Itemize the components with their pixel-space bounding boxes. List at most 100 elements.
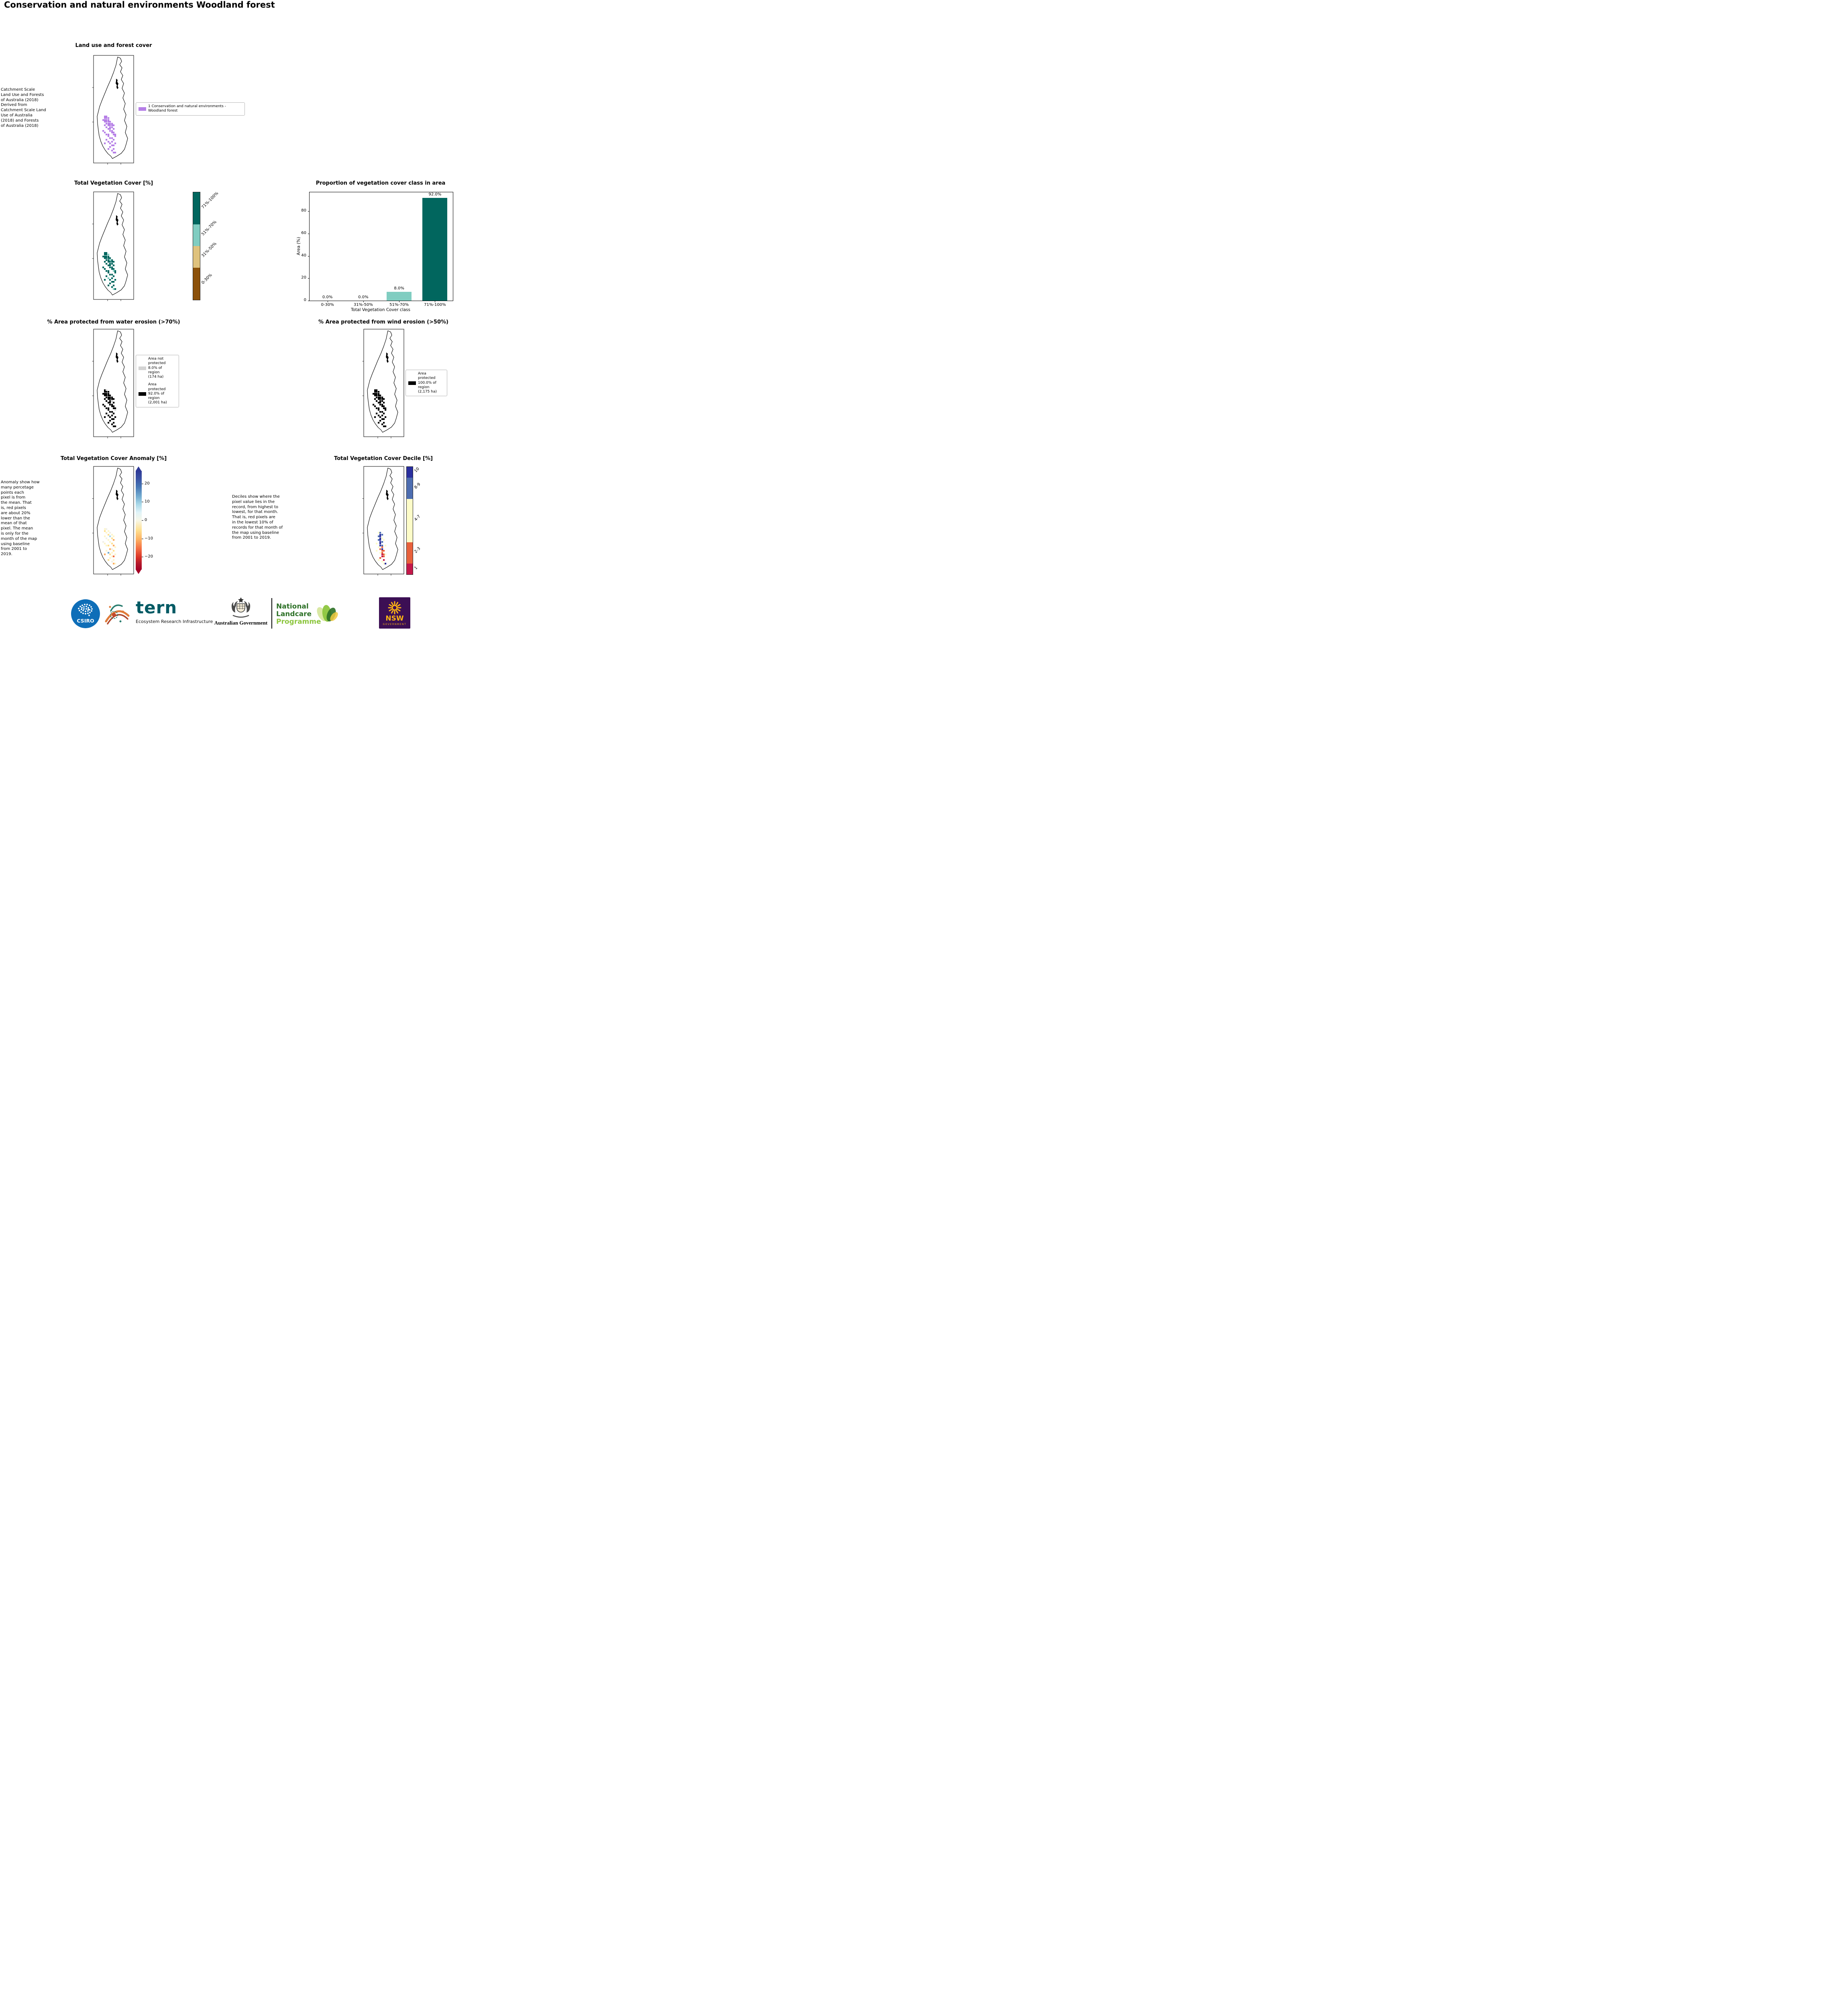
map-pixel bbox=[113, 152, 115, 154]
map-pixel bbox=[109, 265, 111, 267]
map-pixel bbox=[109, 411, 111, 413]
map-pixel bbox=[102, 256, 104, 258]
map-pixel bbox=[376, 397, 378, 399]
colorbar-label: 1 bbox=[414, 565, 419, 570]
map-pixel bbox=[104, 268, 106, 270]
map-pixel bbox=[114, 279, 116, 281]
map-pixel bbox=[104, 391, 106, 393]
map-pixel bbox=[381, 550, 383, 552]
map-pixel bbox=[381, 552, 383, 554]
map-pixel bbox=[106, 545, 108, 547]
map-pixel bbox=[108, 119, 110, 121]
map-pixel bbox=[106, 389, 108, 391]
panel-title-water-erosion: % Area protected from water erosion (>70… bbox=[47, 319, 180, 325]
map-pixel bbox=[374, 416, 376, 418]
landuse-map bbox=[92, 55, 136, 165]
x-tick-label: 31%-50% bbox=[353, 303, 373, 307]
map-frame bbox=[363, 329, 404, 437]
map-pixel bbox=[379, 402, 381, 404]
map-pixel bbox=[113, 275, 115, 277]
map-pixel bbox=[109, 137, 111, 139]
map-pixel bbox=[114, 270, 116, 272]
map-pixel bbox=[114, 142, 116, 145]
map-pixel bbox=[381, 537, 383, 539]
anomaly-colorbar: 20 10 0 −10 −20 bbox=[136, 466, 153, 574]
australian-government-crest bbox=[227, 596, 255, 621]
river-feature bbox=[116, 215, 118, 226]
map-pixel bbox=[109, 398, 111, 400]
map-pixel bbox=[104, 117, 106, 119]
landcare-leaf-logo bbox=[313, 600, 339, 628]
colorbar-arrow-up bbox=[136, 466, 141, 471]
map-pixel bbox=[381, 400, 383, 402]
panel-title-anomaly: Total Vegetation Cover Anomaly [%] bbox=[60, 456, 167, 462]
map-pixel bbox=[376, 543, 378, 545]
map-pixel bbox=[379, 411, 381, 413]
colorbar-segment bbox=[407, 477, 413, 499]
map-pixel-layer bbox=[102, 528, 116, 565]
map-pixel bbox=[111, 286, 113, 288]
map-pixel bbox=[383, 556, 385, 558]
map-pixel bbox=[381, 554, 383, 556]
map-pixel bbox=[108, 123, 110, 125]
map-pixel bbox=[113, 407, 115, 409]
map-pixel bbox=[114, 425, 116, 427]
map-pixel bbox=[106, 117, 108, 119]
map-pixel bbox=[106, 532, 108, 534]
legend-swatch bbox=[408, 381, 416, 385]
map-pixel bbox=[383, 413, 385, 415]
waratah-icon bbox=[388, 601, 401, 615]
map-pixel bbox=[376, 550, 378, 552]
map-pixel bbox=[111, 145, 113, 147]
map-pixel bbox=[378, 402, 380, 404]
map-pixel bbox=[109, 416, 111, 418]
map-pixel bbox=[381, 534, 383, 536]
page-title: Conservation and natural environments Wo… bbox=[4, 0, 275, 10]
map-pixel bbox=[108, 270, 110, 272]
map-pixel bbox=[379, 397, 381, 399]
map-pixel bbox=[102, 119, 104, 121]
tern-wordmark: tern bbox=[136, 598, 177, 617]
map-pixel bbox=[111, 415, 113, 417]
map-pixel bbox=[104, 256, 106, 258]
map-pixel bbox=[102, 541, 104, 543]
map-pixel bbox=[113, 539, 115, 541]
map-pixel bbox=[106, 263, 108, 265]
landcare-wordmark: National Landcare Programme bbox=[276, 603, 321, 626]
decile-explainer-note: Deciles show where the pixel value lies … bbox=[232, 495, 283, 540]
map-pixel bbox=[111, 537, 113, 539]
map-pixel bbox=[383, 425, 385, 427]
chart-xlabel: Total Vegetation Cover class bbox=[351, 307, 410, 312]
map-pixel bbox=[379, 400, 381, 402]
map-pixel bbox=[383, 539, 385, 541]
map-pixel bbox=[113, 405, 115, 407]
legend-label: Area protected 92.0% of region (2,001 ha… bbox=[148, 383, 167, 405]
map-pixel bbox=[114, 135, 116, 137]
landcare-line2: Landcare bbox=[276, 610, 312, 619]
map-pixel bbox=[113, 268, 115, 270]
map-pixel bbox=[111, 150, 113, 152]
map-pixel bbox=[106, 126, 108, 128]
colorbar-tick-label: −20 bbox=[145, 554, 153, 559]
water-erosion-map bbox=[92, 328, 136, 439]
map-pixel bbox=[114, 563, 116, 565]
map-pixel bbox=[108, 265, 110, 267]
x-tick-mark bbox=[363, 301, 364, 302]
map-pixel bbox=[378, 422, 380, 424]
map-pixel bbox=[109, 420, 111, 422]
map-pixel bbox=[109, 283, 111, 285]
landuse-legend: 1 Conservation and natural environments … bbox=[136, 102, 245, 116]
colorbar-tick-label: 0 bbox=[145, 518, 147, 522]
map-pixel bbox=[108, 393, 110, 395]
map-pixel bbox=[113, 139, 115, 141]
map-pixel bbox=[111, 548, 113, 550]
map-pixel bbox=[104, 254, 106, 256]
map-pixel bbox=[109, 404, 111, 406]
y-tick-label: 60 bbox=[301, 230, 306, 235]
map-pixel bbox=[113, 425, 115, 427]
colorbar-segment bbox=[193, 246, 200, 268]
map-pixel bbox=[111, 263, 113, 265]
map-pixel bbox=[108, 121, 110, 123]
map-pixel bbox=[385, 563, 387, 565]
map-pixel-layer bbox=[376, 532, 387, 565]
